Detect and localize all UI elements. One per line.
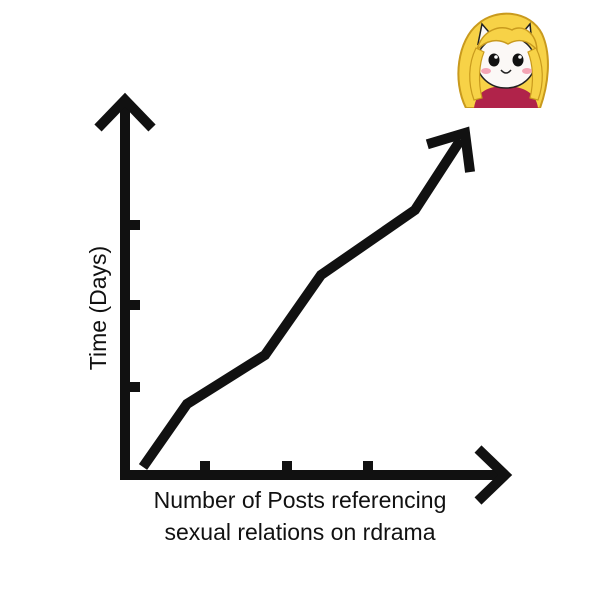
- series-end-arrow-1: [425, 126, 476, 173]
- y-axis: [94, 92, 156, 480]
- series-line-1: [138, 136, 465, 470]
- y-axis-label: Time (Days): [85, 246, 111, 370]
- x-axis-arrow: [474, 445, 513, 505]
- data-series: [138, 126, 476, 470]
- x-axis-label-line-1: Number of Posts referencing: [154, 487, 447, 513]
- blonde-cat-avatar-icon: [455, 8, 550, 108]
- y-axis-arrow: [94, 92, 156, 132]
- tick-marks: [125, 220, 373, 475]
- x-axis: [120, 445, 513, 505]
- x-axis-label-line-2: sexual relations on rdrama: [164, 519, 435, 545]
